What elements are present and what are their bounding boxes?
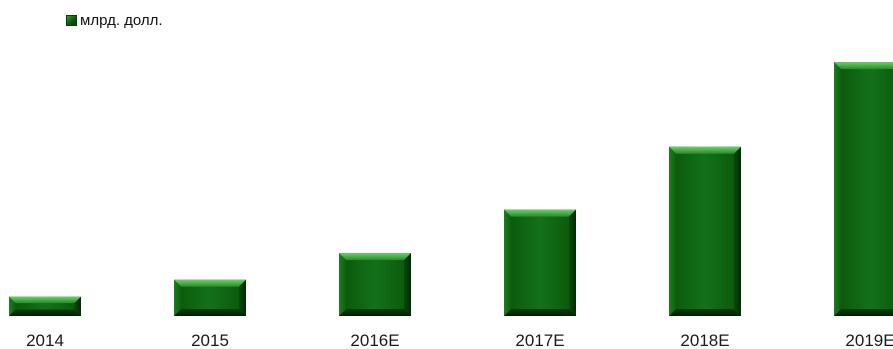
x-tick-label: 2016E (350, 331, 399, 349)
x-tick-label: 2017E (515, 331, 564, 349)
bar-bevel-right (404, 253, 411, 316)
x-tick-label: 2015 (191, 331, 229, 349)
bar-bevel-left (504, 209, 511, 316)
bar-bevel-bottom (174, 309, 246, 316)
bar-bevel-left (339, 253, 346, 316)
bar-bevel-bottom (339, 309, 411, 316)
bar-2017E (504, 209, 576, 316)
bar-bevel-bottom (9, 309, 81, 316)
bar-bevel-bottom (834, 309, 893, 316)
bar-bevel-right (239, 279, 246, 316)
x-tick-label: 2019E (845, 331, 893, 349)
bar-bevel-left (669, 146, 676, 316)
bar-bevel-top (9, 296, 81, 304)
bar-2016E (339, 253, 411, 316)
bar-bevel-top (669, 146, 741, 154)
bar-bevel-left (9, 296, 16, 316)
bar-2018E (669, 146, 741, 316)
legend-label: млрд. долл. (80, 12, 163, 29)
bar-face (339, 253, 411, 316)
bar-bevel-top (174, 279, 246, 287)
bar-2015 (174, 279, 246, 316)
bar-bevel-left (834, 62, 841, 316)
bar-bevel-right (569, 209, 576, 316)
bar-bevel-top (834, 62, 893, 70)
bars-layer (9, 62, 893, 316)
chart-legend: млрд. долл. (66, 12, 163, 29)
x-axis-ticks: 2014 2015 2016E 2017E 2018E 2019E (26, 331, 893, 349)
bar-face (669, 146, 741, 316)
x-tick-label: 2014 (26, 331, 64, 349)
bar-face (504, 209, 576, 316)
bar-bevel-left (174, 279, 181, 316)
bar-bevel-right (74, 296, 81, 316)
legend-swatch (66, 15, 77, 26)
bar-bevel-right (734, 146, 741, 316)
bar-bevel-bottom (504, 309, 576, 316)
bar-bevel-bottom (669, 309, 741, 316)
bar-2014 (9, 296, 81, 316)
bar-bevel-top (504, 209, 576, 217)
bar-bevel-top (339, 253, 411, 261)
bar-face (834, 62, 893, 316)
x-tick-label: 2018E (680, 331, 729, 349)
bar-2019E (834, 62, 893, 316)
